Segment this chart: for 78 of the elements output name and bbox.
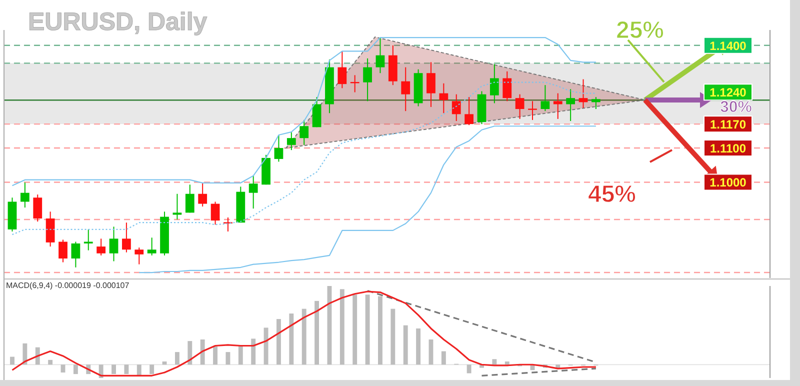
bar bbox=[238, 346, 243, 365]
ref-line-label: 1.1170 bbox=[710, 118, 746, 132]
candlestick bbox=[20, 182, 30, 208]
candlestick bbox=[452, 94, 461, 122]
bar bbox=[150, 364, 154, 374]
candlestick bbox=[33, 194, 42, 222]
candlestick bbox=[84, 228, 93, 251]
candlestick bbox=[147, 237, 156, 256]
bar bbox=[492, 359, 497, 365]
candlestick bbox=[426, 62, 436, 108]
candlestick bbox=[312, 96, 322, 128]
text: 25% bbox=[616, 17, 664, 44]
bar bbox=[314, 300, 320, 365]
ref-line-label: 1.1000 bbox=[710, 176, 747, 190]
candlestick bbox=[198, 182, 208, 208]
candlestick bbox=[122, 222, 131, 253]
bar bbox=[22, 343, 28, 365]
candlestick bbox=[553, 92, 562, 120]
ref-line-label: 1.1400 bbox=[710, 38, 747, 53]
bar bbox=[504, 361, 510, 365]
bar bbox=[60, 364, 66, 372]
candlestick bbox=[46, 211, 55, 248]
bar bbox=[289, 314, 294, 365]
candlestick bbox=[528, 100, 537, 120]
bar bbox=[200, 339, 205, 365]
candlestick bbox=[439, 82, 448, 114]
candlestick bbox=[540, 84, 550, 112]
bar bbox=[466, 364, 472, 374]
candlestick bbox=[338, 50, 347, 89]
ref-line-label: 1.1240 bbox=[710, 86, 747, 100]
text: 30% bbox=[720, 99, 752, 116]
candlestick bbox=[464, 96, 474, 126]
bar bbox=[416, 328, 421, 365]
candlestick bbox=[592, 96, 600, 110]
candlestick bbox=[401, 66, 410, 112]
candlestick bbox=[134, 247, 144, 265]
bar bbox=[213, 346, 218, 365]
bar bbox=[340, 289, 344, 365]
annotation: 45% bbox=[588, 181, 636, 208]
candlestick bbox=[515, 94, 524, 120]
candlestick bbox=[185, 184, 194, 214]
bar bbox=[276, 319, 281, 365]
candlestick bbox=[210, 201, 220, 226]
bar bbox=[352, 294, 358, 365]
bar bbox=[390, 308, 396, 365]
bar bbox=[73, 364, 78, 374]
bar bbox=[10, 356, 14, 365]
bar bbox=[365, 294, 370, 365]
candlestick bbox=[363, 58, 372, 102]
candlestick bbox=[502, 70, 512, 102]
chart-title: EURUSD, Daily bbox=[28, 8, 208, 36]
candlestick bbox=[248, 175, 258, 210]
bar bbox=[174, 352, 180, 365]
candlestick bbox=[566, 88, 576, 122]
candlestick bbox=[96, 238, 106, 256]
bar bbox=[124, 364, 129, 374]
candlestick bbox=[172, 193, 182, 220]
bar bbox=[48, 360, 53, 365]
bar bbox=[251, 338, 256, 365]
candlestick bbox=[274, 134, 284, 162]
bar bbox=[378, 296, 382, 365]
candlestick bbox=[300, 119, 309, 146]
candlestick bbox=[286, 131, 296, 151]
candlestick bbox=[58, 239, 68, 263]
bar bbox=[188, 341, 192, 365]
bar bbox=[302, 308, 306, 365]
candlestick bbox=[224, 216, 232, 232]
bar bbox=[403, 325, 408, 365]
candlestick bbox=[578, 78, 588, 108]
bar bbox=[226, 352, 230, 365]
bar bbox=[112, 364, 116, 374]
candlestick bbox=[490, 64, 499, 104]
candlestick bbox=[376, 37, 385, 74]
chart-title: MACD(6,9,4) -0.000019 -0.000107 bbox=[6, 281, 130, 290]
candlestick bbox=[71, 241, 80, 268]
candlestick bbox=[109, 226, 118, 262]
ref-line-label: 1.1100 bbox=[710, 142, 746, 156]
bar bbox=[441, 351, 446, 365]
